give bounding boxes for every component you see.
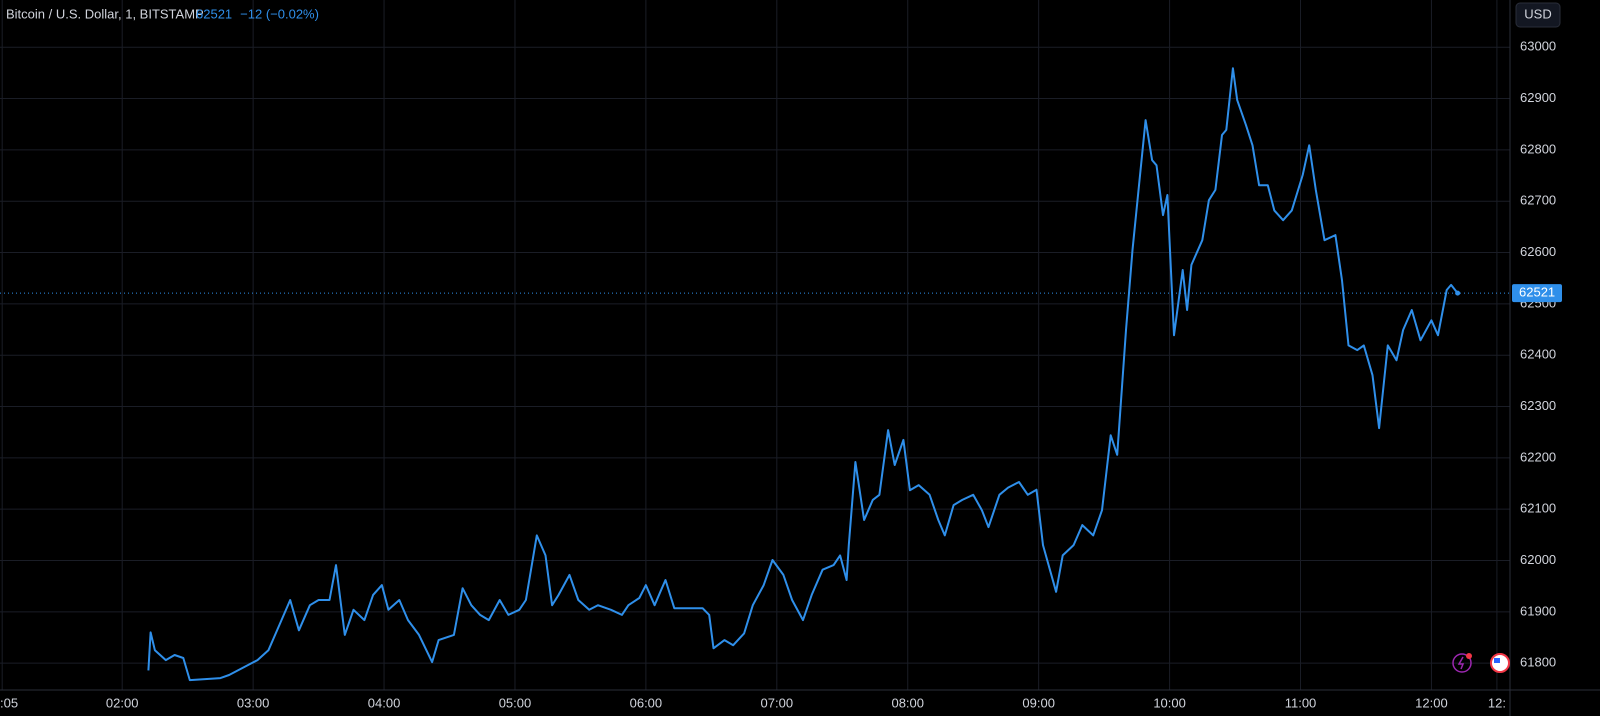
x-tick-label: 02:00: [106, 695, 139, 710]
y-tick-label: 61800: [1520, 655, 1556, 670]
x-tick-label: :05: [0, 695, 18, 710]
x-tick-label: 10:00: [1153, 695, 1186, 710]
x-tick-label: 07:00: [761, 695, 794, 710]
y-tick-label: 62200: [1520, 449, 1556, 464]
x-tick-label: 12:00: [1415, 695, 1448, 710]
last-point: [1455, 290, 1461, 296]
last-price-label: 62521: [1519, 285, 1555, 300]
x-tick-label: 04:00: [368, 695, 401, 710]
y-tick-label: 62400: [1520, 347, 1556, 362]
y-tick-label: 62000: [1520, 552, 1556, 567]
currency-label[interactable]: USD: [1524, 6, 1551, 21]
chart-title: Bitcoin / U.S. Dollar, 1, BITSTAMP: [6, 6, 204, 21]
x-tick-label: 08:00: [891, 695, 924, 710]
x-tick-label: 11:00: [1285, 695, 1317, 710]
y-tick-label: 62300: [1520, 398, 1556, 413]
y-tick-label: 62600: [1520, 244, 1556, 259]
events-icon[interactable]: [1452, 653, 1472, 673]
y-tick-label: 61900: [1520, 603, 1556, 618]
y-tick-label: 62800: [1520, 141, 1556, 156]
y-tick-label: 62700: [1520, 193, 1556, 208]
x-tick-label: 12:: [1488, 695, 1506, 710]
y-tick-label: 63000: [1520, 39, 1556, 54]
header-change: −12 (−0.02%): [240, 6, 319, 21]
flag-canton: [1494, 658, 1500, 663]
currency-button[interactable]: [1515, 2, 1561, 28]
events-icon-bolt: [1457, 656, 1465, 670]
header-price: 62521: [196, 6, 232, 21]
x-tick-label: 06:00: [630, 695, 663, 710]
price-line: [147, 67, 1459, 682]
x-tick-label: 03:00: [237, 695, 270, 710]
y-tick-label: 62900: [1520, 90, 1556, 105]
last-price-badge: [1512, 284, 1562, 303]
grid: [0, 0, 1510, 690]
y-tick-label: 62100: [1520, 501, 1556, 516]
x-tick-label: 09:00: [1022, 695, 1055, 710]
events-dot: [1466, 653, 1472, 659]
x-tick-label: 05:00: [499, 695, 532, 710]
